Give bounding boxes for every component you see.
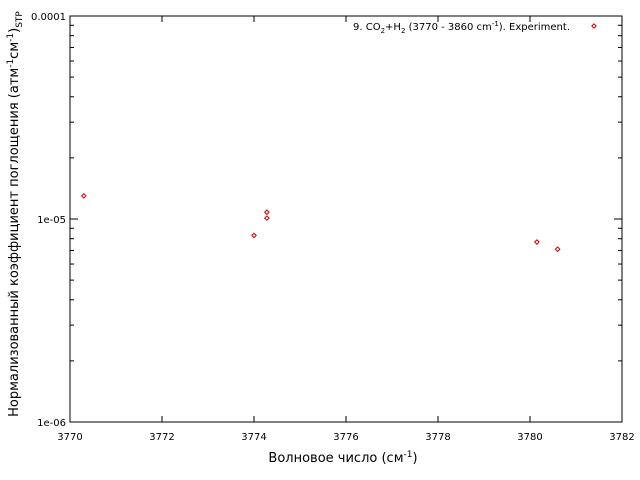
data-point <box>263 209 270 216</box>
x-tick-label: 3772 <box>149 432 174 443</box>
x-tick-label: 3780 <box>517 432 542 443</box>
y-axis-label: Нормализованный коэффициент поглощения (… <box>6 11 25 417</box>
y-tick-label: 1e-05 <box>37 215 66 226</box>
data-point <box>80 192 87 199</box>
plot-frame <box>69 15 623 423</box>
data-point <box>554 246 561 253</box>
y-tick-label: 0.0001 <box>31 12 66 23</box>
data-point <box>251 232 257 239</box>
x-tick-label: 3778 <box>425 432 450 443</box>
y-tick-label: 1e-06 <box>37 418 66 429</box>
data-point <box>263 215 270 222</box>
x-tick-label: 3776 <box>333 432 358 443</box>
legend: 9. CO2+H2 (3770 - 3860 cm-1). Experiment… <box>353 20 597 35</box>
y-axis: 1e-06 1e-05 0.0001 <box>31 12 622 429</box>
x-axis-label: Волновое число (см-1) <box>268 450 417 466</box>
x-tick-label: 3770 <box>57 432 82 443</box>
legend-label: 9. CO2+H2 (3770 - 3860 cm-1). Experiment… <box>353 20 570 35</box>
data-point <box>533 239 540 245</box>
legend-marker <box>591 23 597 29</box>
x-tick-label: 3774 <box>241 432 266 443</box>
series-points <box>80 192 561 253</box>
x-tick-label: 3782 <box>609 432 634 443</box>
x-axis: 3770 3772 3774 3776 3778 3780 3782 <box>57 16 635 443</box>
